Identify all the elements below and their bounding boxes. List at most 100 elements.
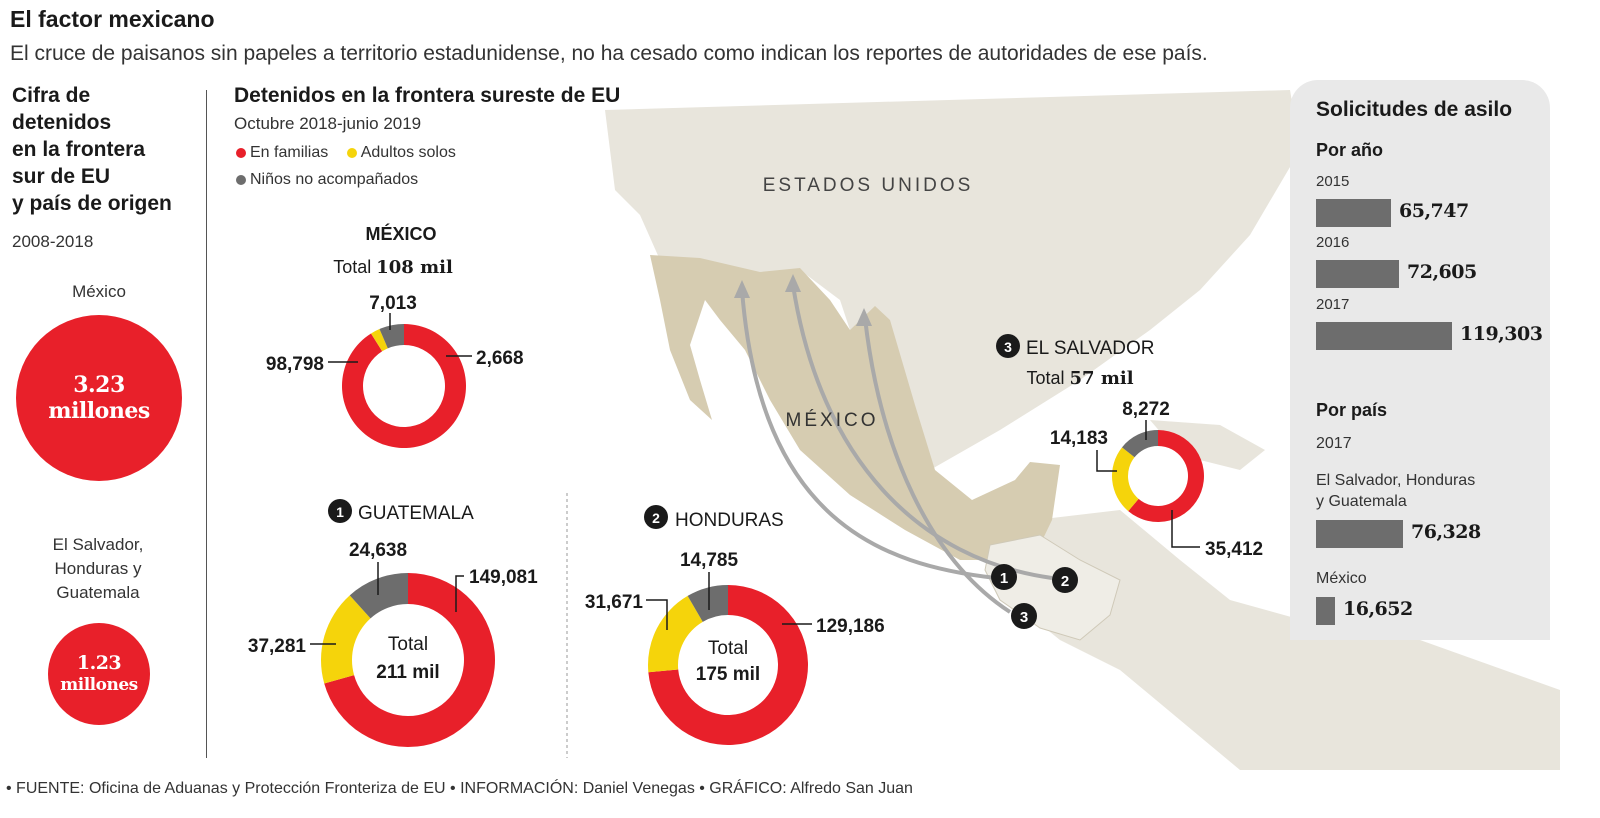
bar-value-label: 72,605	[1407, 261, 1477, 283]
donut-slice-familias	[324, 573, 495, 747]
donut-chart-mexico	[341, 324, 466, 448]
legend-item-ninos: Niños no acompañados	[236, 171, 418, 188]
donut-title-honduras: 2 HONDURAS	[644, 505, 784, 531]
value-label-guatemala-familias: 149,081	[469, 567, 538, 588]
value-label-mexico-ninos: 7,013	[369, 293, 417, 314]
bar-value-label: 119,303	[1460, 323, 1543, 345]
donut-center-label: Total	[388, 634, 428, 655]
left-heading-line: en la frontera	[12, 138, 146, 161]
donut-slice-ninos	[349, 573, 408, 619]
legend-label: En familias	[250, 144, 329, 161]
donut-total-label: Total	[333, 257, 371, 277]
legend-dot-icon	[236, 174, 246, 185]
leader-line	[455, 575, 464, 612]
value-label-elsalvador-adultos: 14,183	[1050, 428, 1108, 449]
donut-chart-elsalvador	[1112, 430, 1204, 522]
page-title: El factor mexicano	[10, 6, 215, 32]
arrowhead-icon	[856, 308, 872, 326]
map-label-mx: MÉXICO	[786, 410, 879, 431]
asylum-title: Solicitudes de asilo	[1316, 98, 1513, 121]
route-line	[863, 317, 1012, 614]
legend-item-adultos: Adultos solos	[346, 144, 456, 161]
value-label-elsalvador-ninos: 8,272	[1122, 399, 1170, 420]
bar	[1316, 322, 1452, 350]
mexico-total-circle: 3.23 millones	[16, 315, 182, 481]
centroamerica-total-value: 1.23	[76, 652, 122, 674]
left-heading-line: Cifra de	[12, 84, 91, 107]
donut-slice-ninos	[379, 324, 404, 349]
year-bar-label: 2017	[1316, 296, 1350, 313]
centroamerica-total-circle: 1.23 millones	[48, 623, 150, 725]
donut-center-value: 211 mil	[376, 662, 439, 683]
donut-slice-familias	[1128, 430, 1204, 522]
donut-center-value: 175 mil	[696, 664, 760, 685]
bar	[1316, 199, 1391, 227]
value-label-elsalvador-familias: 35,412	[1205, 539, 1263, 560]
map-land-mexico	[650, 255, 1060, 560]
route-marker-1: 1	[991, 564, 1017, 590]
donut-slice-familias	[341, 324, 466, 448]
column-divider	[206, 90, 207, 758]
donut-value-labels: 7,013 98,798 2,668 24,638 149,081 37,281…	[248, 293, 1263, 657]
leader-line	[646, 599, 668, 630]
arrowhead-icon	[734, 280, 750, 298]
map-label-us: ESTADOS UNIDOS	[763, 175, 974, 196]
donut-total-value: 108 mil	[376, 257, 453, 278]
leader-line	[1171, 510, 1200, 548]
centroamerica-label-line: El Salvador,	[52, 535, 144, 554]
left-heading-line: sur de EU	[12, 165, 111, 188]
donut-title-text: EL SALVADOR	[1026, 338, 1154, 359]
middle-period: Octubre 2018-junio 2019	[234, 114, 422, 133]
bar	[1316, 520, 1403, 548]
route-marker-number: 1	[1000, 570, 1008, 587]
value-label-mexico-adultos: 2,668	[476, 348, 524, 369]
route-marker-number: 3	[1020, 609, 1028, 626]
route-marker-number: 2	[1061, 573, 1069, 590]
donut-total-value: 57 mil	[1070, 368, 1134, 389]
footer-credits: • FUENTE: Oficina de Aduanas y Protecció…	[6, 780, 913, 797]
country-bar-label: México	[1316, 570, 1367, 587]
route-line	[740, 289, 997, 580]
legend-item-familias: En familias	[236, 144, 328, 161]
asylum-panel	[1290, 80, 1550, 640]
left-period: 2008-2018	[12, 232, 94, 251]
value-label-honduras-familias: 129,186	[816, 616, 885, 637]
left-heading-line: y país de origen	[12, 192, 172, 215]
value-label-guatemala-adultos: 37,281	[248, 636, 307, 657]
asylum-by-year-heading: Por año	[1316, 140, 1384, 160]
leader-line	[1096, 450, 1117, 472]
mexico-total-value: 3.23	[73, 372, 125, 398]
donut-title-elsalvador: 3 EL SALVADOR	[996, 334, 1154, 359]
map-land-south	[1010, 510, 1560, 770]
donut-title-text: GUATEMALA	[358, 503, 474, 524]
asylum-by-country-heading: Por país	[1316, 400, 1388, 420]
donut-marker-number: 1	[336, 504, 344, 520]
left-heading-line: detenidos	[12, 111, 112, 134]
centroamerica-label: El Salvador, Honduras y Guatemala	[0, 533, 196, 605]
arrowhead-icon	[785, 274, 801, 292]
donut-chart-guatemala	[320, 573, 495, 747]
route-marker-3: 3	[1011, 603, 1037, 629]
centroamerica-total-unit: millones	[60, 675, 138, 695]
value-label-honduras-adultos: 31,671	[585, 592, 644, 613]
mexico-total-unit: millones	[48, 398, 150, 424]
donut-marker-number: 3	[1004, 339, 1012, 355]
legend-dot-icon	[346, 147, 357, 158]
donut-slice-ninos	[687, 585, 728, 622]
donut-total-elsalvador: Total 57 mil	[1026, 368, 1133, 389]
donut-title-guatemala: 1 GUATEMALA	[328, 499, 474, 524]
donut-slice-adultos	[371, 329, 388, 352]
donut-slice-adultos	[320, 595, 371, 684]
mexico-label: México	[72, 282, 126, 301]
legend-row-2: Niños no acompañados	[236, 171, 432, 189]
value-label-mexico-familias: 98,798	[266, 354, 324, 375]
donut-title-mexico: MÉXICO	[365, 223, 436, 244]
page-subtitle: El cruce de paisanos sin papeles a terri…	[10, 42, 1208, 65]
value-label-guatemala-ninos: 24,638	[349, 540, 407, 561]
route-marker-2: 2	[1052, 567, 1078, 593]
bar-value-label: 16,652	[1343, 598, 1413, 620]
value-label-honduras-ninos: 14,785	[680, 550, 739, 571]
bar	[1316, 597, 1335, 625]
bar-value-label: 76,328	[1411, 521, 1481, 543]
